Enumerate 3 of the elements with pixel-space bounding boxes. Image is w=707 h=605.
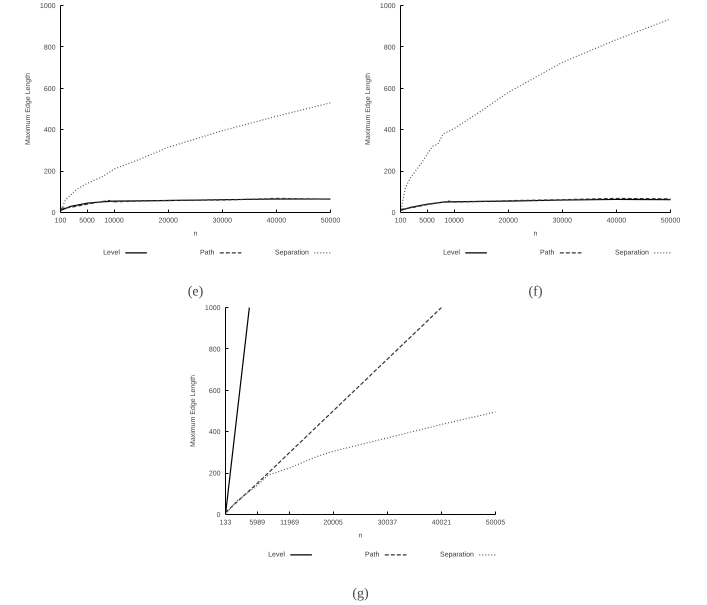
text: (f) [528,284,543,300]
text: (g) [352,586,369,602]
text: (e) [188,284,204,300]
